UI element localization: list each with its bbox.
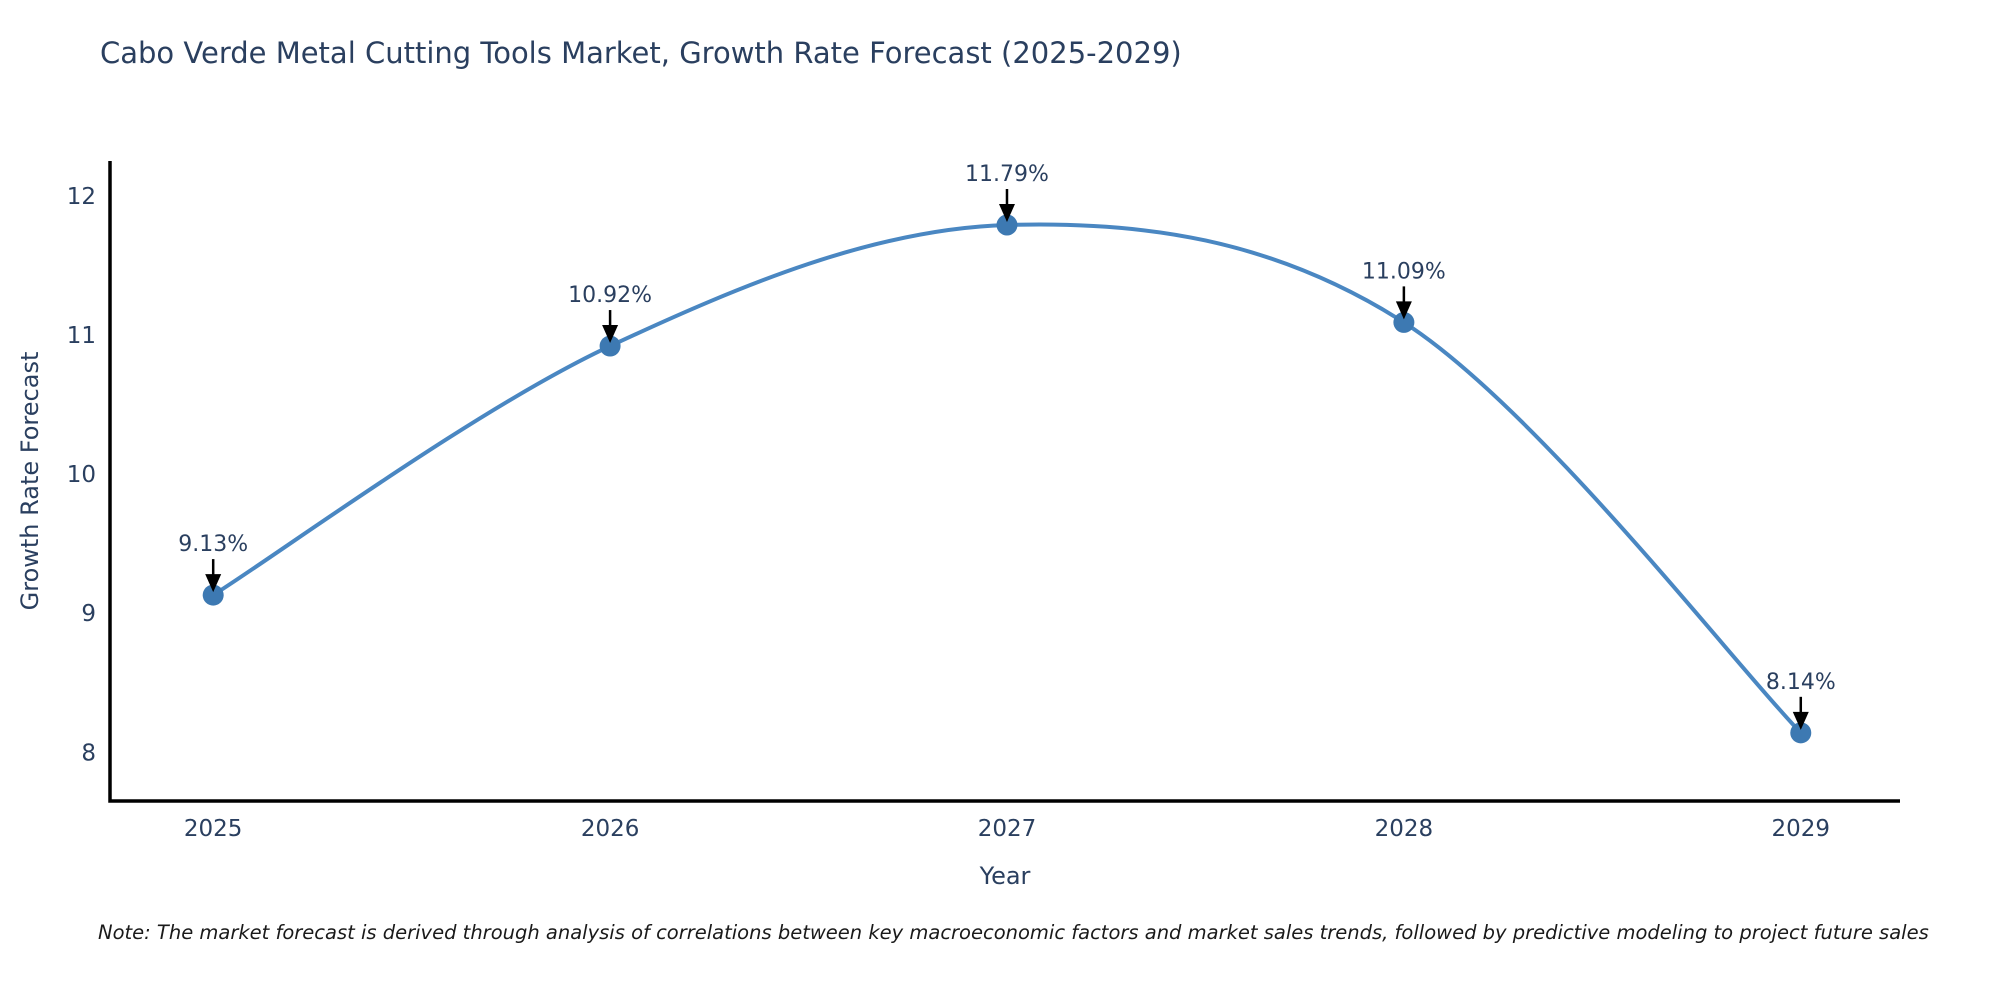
annotation-arrowhead bbox=[205, 574, 222, 593]
point-annotation: 11.79% bbox=[965, 162, 1049, 187]
x-tick-label: 2025 bbox=[184, 816, 243, 842]
data-point-marker bbox=[1393, 311, 1415, 333]
y-tick-label: 11 bbox=[67, 323, 96, 349]
point-annotation: 8.14% bbox=[1766, 670, 1836, 695]
y-tick-label: 10 bbox=[67, 462, 96, 488]
y-tick-label: 8 bbox=[81, 740, 96, 766]
annotation-arrowhead bbox=[998, 204, 1015, 222]
x-axis-title: Year bbox=[979, 862, 1031, 890]
data-point-marker bbox=[1790, 722, 1812, 744]
x-tick-label: 2029 bbox=[1772, 816, 1831, 842]
data-point-marker bbox=[599, 335, 621, 357]
chart-note: Note: The market forecast is derived thr… bbox=[98, 921, 1929, 944]
trend-line bbox=[211, 222, 1803, 735]
axis-spines bbox=[108, 161, 1900, 803]
x-tick-label: 2027 bbox=[978, 816, 1037, 842]
data-point-marker bbox=[202, 584, 224, 606]
point-annotation: 9.13% bbox=[178, 532, 248, 557]
chart-title: Cabo Verde Metal Cutting Tools Market, G… bbox=[100, 36, 1182, 70]
y-tick-label: 9 bbox=[81, 601, 96, 627]
point-annotation: 10.92% bbox=[568, 283, 652, 308]
y-tick-label: 12 bbox=[67, 184, 96, 210]
x-tick-label: 2026 bbox=[581, 816, 640, 842]
x-tick-label: 2028 bbox=[1375, 816, 1434, 842]
annotation-arrowhead bbox=[602, 325, 619, 344]
point-annotation: 11.09% bbox=[1362, 259, 1446, 284]
annotation-arrowhead bbox=[1792, 711, 1809, 730]
annotation-arrowhead bbox=[1395, 301, 1412, 320]
data-point-marker bbox=[996, 214, 1018, 236]
